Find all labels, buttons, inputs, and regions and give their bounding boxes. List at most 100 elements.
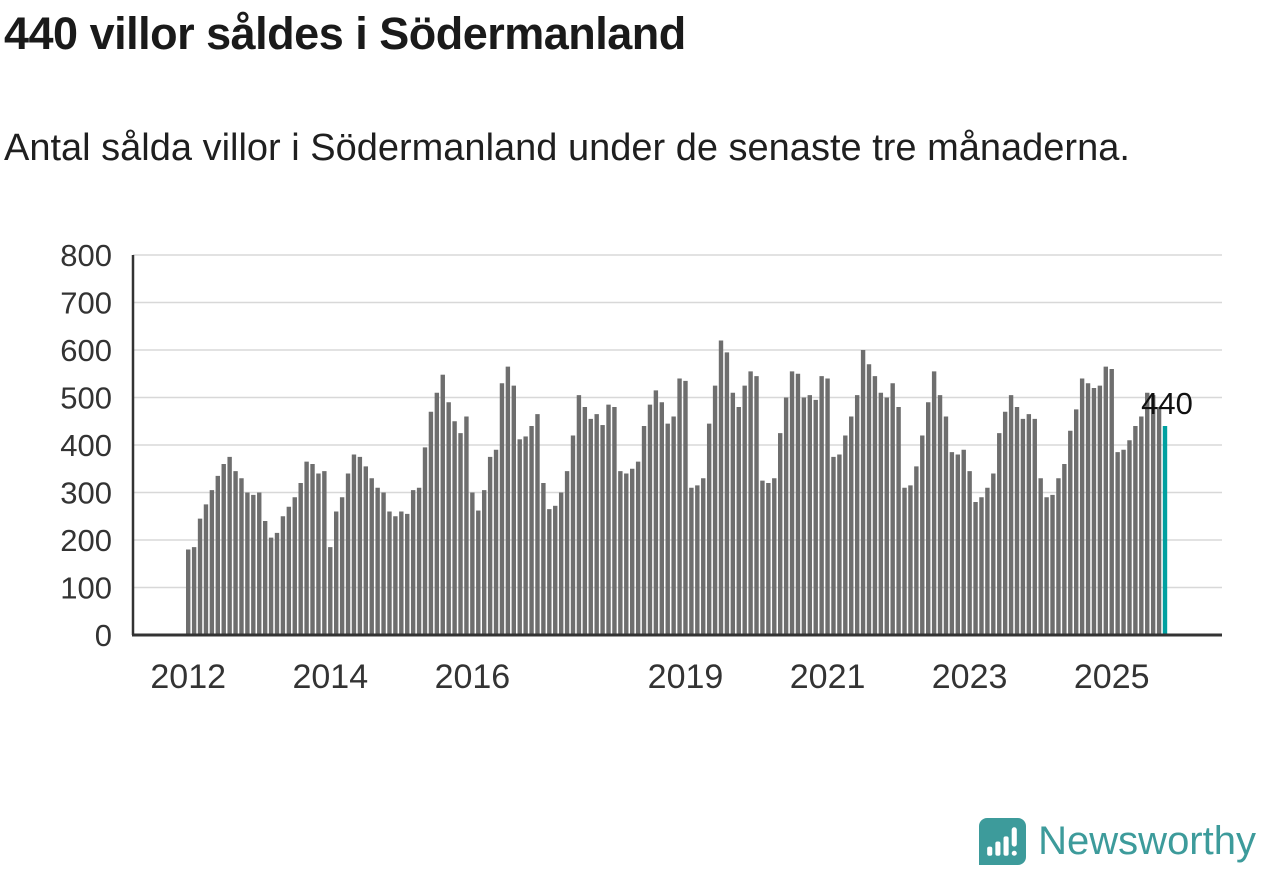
bar (393, 516, 398, 635)
bar (416, 487, 422, 635)
bar (783, 397, 789, 635)
bar (1050, 494, 1055, 636)
bar (369, 478, 374, 635)
bar (1109, 369, 1114, 635)
bar (665, 423, 670, 636)
bar (748, 371, 753, 636)
bar (1032, 418, 1037, 636)
bar (434, 392, 440, 635)
bar (807, 395, 812, 636)
bar (203, 504, 209, 636)
bar (215, 475, 220, 636)
bar (872, 376, 878, 636)
bar (298, 483, 303, 635)
bar (523, 436, 528, 635)
bar (588, 418, 593, 636)
bar (476, 510, 481, 635)
bar (683, 380, 688, 635)
bar (689, 487, 694, 635)
bar-chart: 0 100 200 300 400 500 600 700 800 2012 2014 2016 201… (0, 238, 1262, 710)
newsworthy-logo-icon (979, 818, 1027, 865)
bar (1097, 385, 1103, 636)
bar (233, 471, 238, 636)
bar (659, 402, 664, 635)
bar (1068, 430, 1073, 635)
bar (292, 497, 297, 635)
bar (1074, 409, 1079, 636)
bar (671, 416, 676, 635)
bar (825, 378, 830, 635)
bar (1002, 411, 1008, 635)
bar (186, 549, 191, 635)
bar (541, 483, 546, 635)
bar (405, 513, 410, 636)
highlight-bar (1162, 426, 1168, 635)
bar (937, 395, 943, 636)
bar (1056, 478, 1061, 635)
bar (410, 490, 416, 636)
bar (712, 385, 718, 636)
bar (191, 547, 197, 636)
bar (736, 407, 741, 635)
bar (529, 426, 534, 635)
bar (1044, 497, 1049, 635)
y-tick-label: 200 (60, 523, 112, 558)
bar (316, 473, 321, 635)
bar (677, 378, 682, 635)
bar (197, 518, 203, 636)
bar (446, 402, 451, 635)
y-tick-label: 700 (60, 286, 112, 321)
bar (570, 435, 576, 635)
bar (274, 532, 280, 636)
bar (547, 509, 552, 636)
bar (795, 373, 801, 635)
bar (789, 371, 795, 636)
chart-canvas: 0 100 200 300 400 500 600 700 800 2012 2014 2016 201… (60, 238, 1222, 696)
bar (1133, 426, 1138, 635)
bar (209, 490, 215, 636)
bar (742, 385, 747, 636)
bar (884, 397, 889, 635)
bar (493, 449, 499, 635)
bar (985, 487, 990, 635)
bar (268, 537, 274, 636)
bar (594, 414, 599, 635)
x-tick-label: 2021 (790, 658, 866, 696)
bar (1026, 414, 1032, 635)
bar (819, 376, 824, 636)
bar (464, 416, 469, 635)
bar (239, 478, 244, 635)
bar (860, 350, 866, 635)
bar (931, 371, 937, 636)
bar (991, 473, 996, 635)
bar (227, 456, 232, 636)
y-tick-label: 100 (60, 571, 112, 606)
bar (896, 407, 901, 635)
bar (724, 352, 730, 636)
bar (979, 497, 984, 635)
bar (1121, 449, 1126, 635)
bar (997, 433, 1002, 636)
bar (1038, 478, 1043, 635)
bar (1150, 395, 1156, 636)
bar (1014, 407, 1020, 635)
bar (511, 385, 516, 636)
bar (245, 492, 250, 635)
bar (949, 452, 955, 636)
x-tick-label: 2012 (150, 658, 226, 696)
bar (612, 407, 617, 635)
bar (1103, 366, 1108, 636)
brand-name: Newsworthy (1038, 819, 1256, 863)
bar (334, 511, 339, 635)
bar (363, 466, 368, 636)
bar (422, 447, 428, 636)
bar (499, 383, 505, 635)
y-tick-label: 0 (95, 618, 112, 653)
bar (701, 478, 706, 635)
bar (955, 454, 960, 635)
bar (849, 416, 854, 635)
bar (558, 492, 564, 635)
bar (908, 485, 913, 636)
bar (914, 466, 919, 636)
